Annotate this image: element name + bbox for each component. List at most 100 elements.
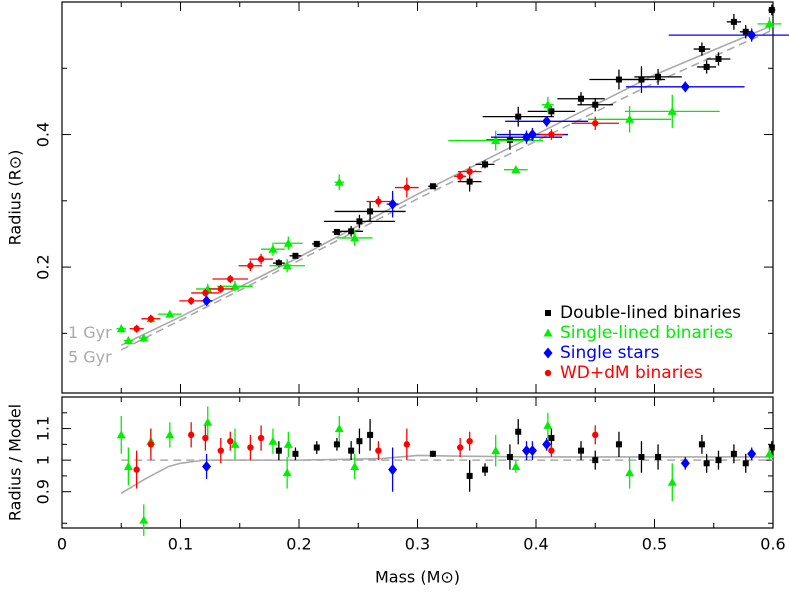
marker [116, 324, 126, 333]
marker [522, 445, 532, 457]
marker [429, 183, 436, 190]
marker [542, 438, 552, 450]
marker [313, 444, 320, 451]
marker [116, 430, 126, 439]
y-tick-label: 1.1 [34, 416, 53, 441]
marker [615, 76, 622, 83]
marker [655, 453, 662, 460]
model-label: 5 Gyr [68, 347, 112, 366]
marker [680, 457, 690, 469]
x-tick-label: 0.5 [642, 535, 667, 554]
marker [375, 198, 382, 205]
marker [283, 439, 293, 448]
model-curve [120, 454, 773, 494]
marker [506, 136, 513, 143]
marker [202, 460, 212, 472]
marker [257, 255, 265, 263]
marker [367, 431, 374, 438]
marker [742, 460, 749, 467]
marker [543, 328, 553, 337]
marker [227, 437, 234, 445]
marker [282, 261, 292, 270]
marker [768, 6, 775, 13]
marker [522, 131, 532, 143]
marker [292, 450, 299, 457]
marker [742, 28, 749, 35]
marker [764, 449, 774, 458]
marker [638, 453, 645, 460]
marker [578, 95, 585, 102]
marker [511, 461, 521, 470]
marker [139, 333, 149, 342]
marker [268, 244, 278, 253]
y-tick-label: 1 [34, 455, 53, 465]
marker [667, 106, 677, 115]
marker [147, 441, 155, 448]
marker [247, 444, 254, 451]
marker [548, 131, 555, 138]
model-curve [120, 29, 774, 351]
marker [698, 441, 705, 448]
marker [592, 101, 599, 108]
marker [133, 466, 140, 473]
marker [217, 447, 224, 454]
marker [257, 434, 265, 442]
x-axis-label: Mass (M⊙) [375, 568, 460, 587]
marker [592, 431, 599, 439]
marker [511, 165, 521, 174]
marker [227, 275, 234, 283]
marker [202, 295, 212, 307]
marker [350, 461, 360, 470]
marker [187, 431, 195, 439]
marker [217, 285, 224, 293]
marker [333, 228, 340, 235]
marker [388, 198, 398, 210]
marker [703, 63, 710, 70]
marker [403, 441, 411, 448]
marker [578, 447, 585, 454]
marker [768, 444, 775, 451]
marker [544, 369, 552, 377]
marker [334, 177, 344, 186]
marker [543, 100, 553, 109]
marker [747, 29, 757, 41]
marker [730, 18, 737, 25]
marker [698, 46, 705, 53]
marker [247, 262, 254, 269]
marker [456, 173, 464, 180]
marker [230, 281, 240, 290]
marker [334, 424, 344, 433]
marker [545, 310, 551, 316]
marker [527, 445, 537, 457]
marker [133, 325, 140, 332]
marker [515, 428, 522, 435]
y-axis-label: Radius / Model [6, 404, 25, 521]
marker [313, 240, 320, 247]
marker [367, 208, 374, 215]
marker [202, 289, 209, 297]
marker [350, 233, 360, 242]
y-tick-label: 0.4 [34, 122, 53, 147]
marker [715, 55, 722, 62]
x-tick-label: 0.6 [760, 535, 785, 554]
marker [356, 438, 363, 445]
x-tick-label: 0 [57, 535, 67, 554]
model-curve [120, 24, 774, 347]
marker [165, 309, 175, 318]
x-tick-label: 0.1 [168, 535, 193, 554]
marker [615, 441, 622, 448]
marker [456, 444, 464, 451]
marker [625, 468, 635, 477]
marker [202, 434, 209, 442]
marker [466, 437, 473, 445]
marker [543, 347, 553, 359]
legend-label: Double-lined binaries [560, 303, 741, 323]
marker [482, 466, 489, 473]
legend-label: Single stars [560, 343, 660, 363]
marker [548, 447, 555, 454]
marker [548, 108, 555, 115]
marker [491, 136, 501, 145]
marker [292, 252, 299, 259]
marker [388, 464, 398, 476]
marker [356, 218, 363, 225]
